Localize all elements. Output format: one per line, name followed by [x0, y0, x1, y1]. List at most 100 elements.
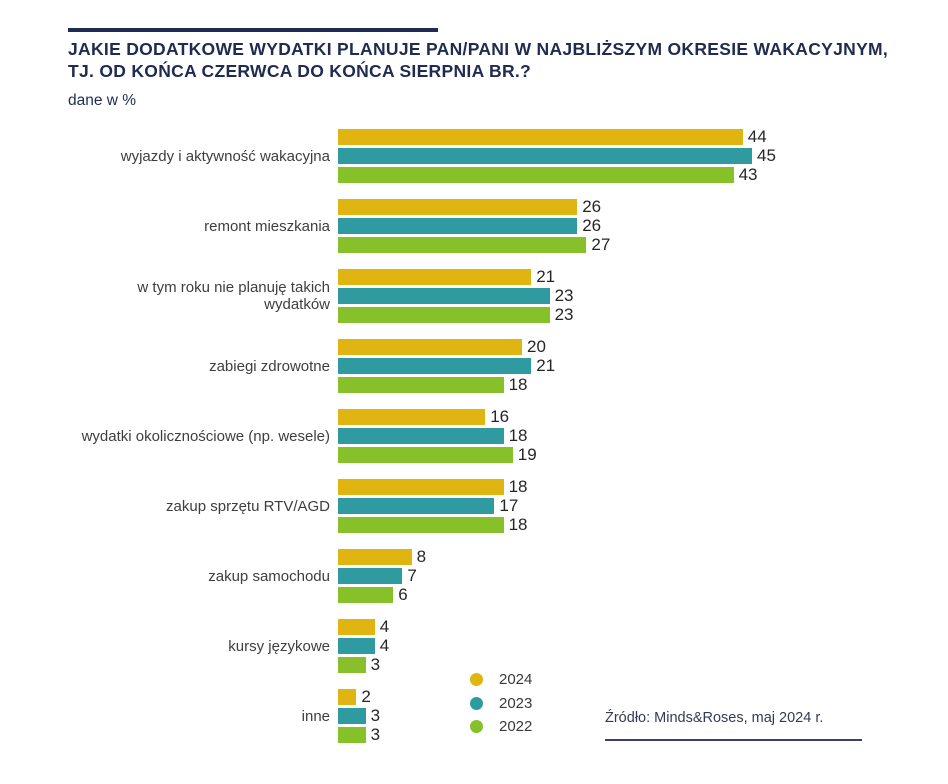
bar-stack: 21 23 23 — [338, 267, 574, 324]
value-label: 26 — [582, 197, 602, 216]
value-label: 21 — [536, 267, 556, 286]
legend-label: 2023 — [499, 694, 533, 712]
value-label: 27 — [591, 235, 611, 254]
value-label: 2 — [361, 687, 371, 706]
category-label: inne — [301, 707, 330, 725]
legend-label: 2022 — [499, 718, 533, 735]
bar-stack: 16 18 19 — [338, 407, 537, 464]
bar-2022 — [338, 727, 366, 743]
legend-dot-icon — [470, 673, 483, 686]
category-label: remont mieszkania — [204, 217, 330, 235]
value-label: 45 — [757, 146, 776, 165]
category-label: wydatki okolicznościowe (np. wesele) — [81, 427, 330, 445]
bar-row-2024: 8 — [338, 547, 427, 566]
bar-row-2022: 18 — [338, 375, 555, 394]
page-title-line2: TJ. OD KOŃCA CZERWCA DO KOŃCA SIERPNIA B… — [68, 61, 532, 81]
category-label: zakup samochodu — [208, 567, 330, 585]
bar-2022 — [338, 167, 734, 183]
bar-2024 — [338, 199, 578, 215]
page-title: JAKIE DODATKOWE WYDATKI PLANUJE PAN/PANI… — [68, 38, 908, 82]
bar-row-2024: 21 — [338, 267, 574, 286]
bar-2023 — [338, 638, 375, 654]
category-group: wyjazdy i aktywność wakacyjna 44 45 43 — [68, 128, 776, 184]
category-group: zabiegi zdrowotne 20 21 18 — [68, 337, 776, 394]
bar-2023 — [338, 288, 550, 304]
bar-2024 — [338, 619, 375, 635]
bar-row-2023: 23 — [338, 286, 574, 305]
bar-row-2023: 4 — [338, 636, 390, 655]
bar-row-2022: 18 — [338, 515, 528, 534]
bar-2023 — [338, 148, 752, 164]
bar-2022 — [338, 377, 504, 393]
value-label: 3 — [370, 655, 381, 674]
value-label: 4 — [379, 617, 390, 636]
bar-2024 — [338, 409, 486, 425]
bar-row-2023: 7 — [338, 567, 426, 584]
value-label: 3 — [370, 706, 381, 725]
value-label: 3 — [370, 725, 381, 744]
bar-2023 — [338, 428, 504, 444]
value-label: 23 — [554, 305, 574, 324]
chart-legend: 2024 2023 2022 — [470, 671, 533, 743]
bar-2023 — [338, 568, 403, 584]
bar-stack: 18 17 18 — [338, 478, 528, 534]
value-label: 23 — [554, 286, 574, 305]
category-label: zakup sprzętu RTV/AGD — [166, 497, 330, 515]
category-label: kursy językowe — [228, 637, 330, 655]
value-label: 43 — [738, 165, 758, 184]
value-label: 20 — [527, 337, 546, 356]
bar-2024 — [338, 129, 743, 145]
bar-2022 — [338, 587, 394, 603]
source-text: Źródło: Minds&Roses, maj 2024 r. — [605, 710, 824, 726]
bar-row-2023: 21 — [338, 356, 556, 375]
value-label: 8 — [416, 547, 427, 566]
legend-item-2023: 2023 — [470, 694, 533, 712]
bar-row-2024: 20 — [338, 337, 555, 356]
source-underline — [605, 739, 862, 741]
value-label: 6 — [398, 585, 408, 604]
bar-2024 — [338, 549, 412, 565]
bar-row-2024: 44 — [338, 128, 776, 145]
value-label: 16 — [490, 407, 510, 426]
legend-dot-icon — [470, 720, 483, 733]
legend-item-2022: 2022 — [470, 718, 533, 735]
bar-2022 — [338, 517, 504, 533]
bar-2023 — [338, 708, 366, 724]
category-label: zabiegi zdrowotne — [209, 357, 330, 375]
bar-2023 — [338, 498, 495, 514]
bar-row-2024: 18 — [338, 478, 528, 495]
bar-row-2022: 43 — [338, 165, 776, 184]
legend-item-2024: 2024 — [470, 671, 532, 688]
category-group: w tym roku nie planuję takich wydatków 21… — [68, 267, 776, 324]
value-label: 18 — [508, 375, 528, 394]
bar-2024 — [338, 339, 522, 355]
value-label: 21 — [536, 356, 556, 375]
bar-stack: 44 45 43 — [338, 128, 776, 184]
units-subtitle: dane w % — [68, 92, 137, 109]
title-accent-line — [68, 28, 438, 32]
bar-row-2022: 3 — [338, 655, 389, 674]
bar-row-2023: 18 — [338, 426, 537, 445]
bar-row-2023: 26 — [338, 216, 610, 235]
bar-2024 — [338, 689, 357, 705]
bar-stack: 26 26 27 — [338, 197, 611, 254]
value-label: 18 — [508, 426, 528, 445]
category-group: zakup sprzętu RTV/AGD 18 17 18 — [68, 478, 776, 534]
value-label: 17 — [499, 496, 519, 515]
bar-2024 — [338, 269, 532, 285]
value-label: 26 — [582, 216, 602, 235]
bar-row-2022: 27 — [338, 235, 611, 254]
category-group: wydatki okolicznościowe (np. wesele) 16 18… — [68, 407, 776, 464]
bar-row-2024: 2 — [338, 687, 380, 706]
value-label: 18 — [508, 515, 528, 534]
value-label: 4 — [379, 636, 390, 655]
bar-row-2023: 3 — [338, 706, 381, 725]
value-label: 19 — [517, 445, 537, 464]
page-title-line1: JAKIE DODATKOWE WYDATKI PLANUJE PAN/PANI… — [68, 39, 889, 59]
bar-row-2024: 26 — [338, 197, 610, 216]
bar-row-2022: 6 — [338, 585, 426, 604]
